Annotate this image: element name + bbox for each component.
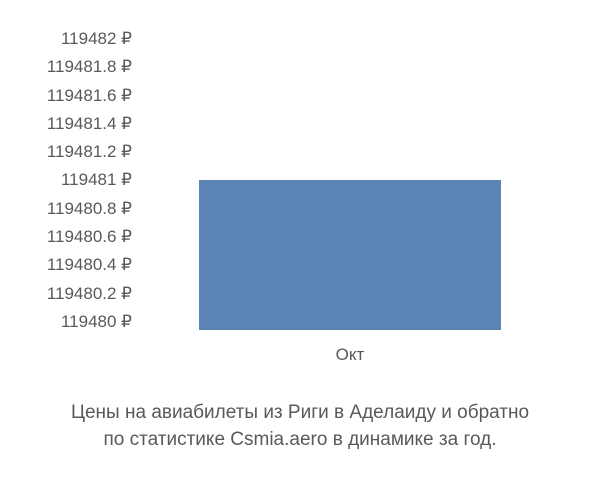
bar-oct <box>199 180 501 330</box>
y-tick: 119480 ₽ <box>0 313 140 330</box>
x-axis: Окт <box>140 345 560 365</box>
caption-line-2: по статистике Csmia.aero в динамике за г… <box>104 429 497 450</box>
caption-line-1: Цены на авиабилеты из Риги в Аделаиду и … <box>71 402 529 423</box>
y-tick: 119481.2 ₽ <box>0 143 140 160</box>
y-tick: 119480.8 ₽ <box>0 200 140 217</box>
y-tick: 119482 ₽ <box>0 30 140 47</box>
y-axis: 119482 ₽ 119481.8 ₽ 119481.6 ₽ 119481.4 … <box>0 30 140 330</box>
y-tick: 119480.2 ₽ <box>0 285 140 302</box>
chart-caption: Цены на авиабилеты из Риги в Аделаиду и … <box>0 400 600 453</box>
y-tick: 119480.6 ₽ <box>0 228 140 245</box>
y-tick: 119480.4 ₽ <box>0 256 140 273</box>
y-tick: 119481.6 ₽ <box>0 87 140 104</box>
price-chart: 119482 ₽ 119481.8 ₽ 119481.6 ₽ 119481.4 … <box>0 0 600 500</box>
x-tick: Окт <box>336 345 365 364</box>
plot-area <box>140 30 560 330</box>
y-tick: 119481.4 ₽ <box>0 115 140 132</box>
y-tick: 119481 ₽ <box>0 171 140 188</box>
y-tick: 119481.8 ₽ <box>0 58 140 75</box>
